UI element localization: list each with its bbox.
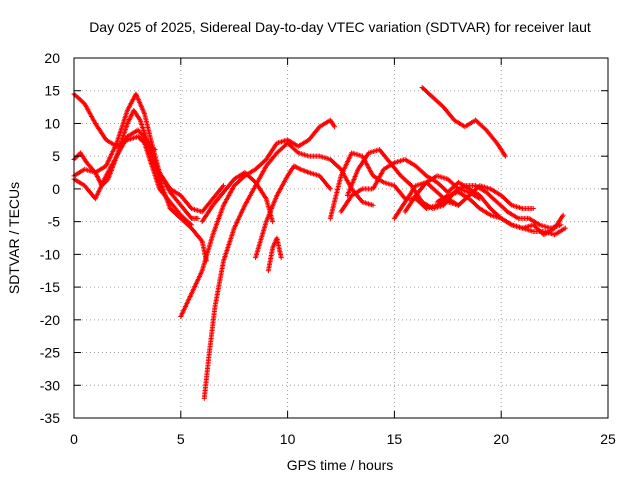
series-trace-e: [199, 170, 276, 225]
data-point: [270, 219, 276, 225]
data-point: [278, 255, 284, 261]
y-tick-label: 15: [44, 83, 60, 99]
data-point: [562, 225, 568, 231]
axis-ticks: 0 5 10 15 20 25 -35 -30 -25 -20 -15 -10 -5 0 5 10 15 20: [40, 50, 616, 447]
y-tick-label: -10: [40, 246, 60, 262]
data-point: [444, 198, 450, 204]
y-tick-label: 0: [52, 181, 60, 197]
data-point: [294, 149, 300, 155]
series-trace-p: [402, 173, 483, 215]
data-point: [454, 185, 460, 191]
y-tick-label: 20: [44, 50, 60, 66]
data-point: [370, 202, 376, 208]
series-trace-f: [178, 117, 338, 320]
data-point: [530, 206, 536, 212]
data-point: [508, 201, 514, 207]
data-point: [140, 139, 146, 145]
y-tick-label: -35: [40, 410, 60, 426]
plot-frame: [73, 57, 609, 419]
series-trace-g: [201, 140, 376, 401]
data-point: [188, 222, 194, 228]
chart-title: Day 025 of 2025, Sidereal Day-to-day VTE…: [89, 19, 591, 35]
series-trace-n: [419, 84, 508, 159]
data-point: [558, 222, 564, 228]
y-tick-label: 5: [52, 148, 60, 164]
x-tick-label: 5: [177, 431, 185, 447]
series-trace-d: [71, 127, 227, 215]
x-tick-label: 10: [280, 431, 296, 447]
series-trace-i: [265, 235, 284, 274]
series-trace-c: [71, 91, 201, 221]
series-trace-m: [391, 179, 536, 221]
y-tick-label: -30: [40, 377, 60, 393]
data-point: [187, 221, 193, 227]
y-axis-label: SDTVAR / TECUs: [6, 182, 22, 294]
data-point: [502, 153, 508, 159]
y-tick-label: -20: [40, 312, 60, 328]
series-trace-o: [434, 189, 566, 238]
data-marks: [71, 84, 568, 401]
y-tick-label: -5: [48, 214, 61, 230]
series-trace-h: [253, 163, 333, 261]
data-point: [477, 196, 483, 202]
data-point: [195, 215, 201, 221]
y-tick-label: -15: [40, 279, 60, 295]
x-axis-label: GPS time / hours: [287, 457, 394, 473]
data-point: [221, 183, 227, 189]
data-point: [332, 124, 338, 130]
x-tick-label: 20: [493, 431, 509, 447]
x-tick-label: 15: [387, 431, 403, 447]
x-tick-label: 25: [600, 431, 616, 447]
x-tick-label: 0: [70, 431, 78, 447]
data-point: [327, 186, 333, 192]
data-point: [560, 212, 566, 218]
series-trace-q: [135, 134, 194, 228]
y-tick-label: 10: [44, 115, 60, 131]
grid-lines: [74, 58, 608, 418]
y-tick-label: -25: [40, 345, 60, 361]
